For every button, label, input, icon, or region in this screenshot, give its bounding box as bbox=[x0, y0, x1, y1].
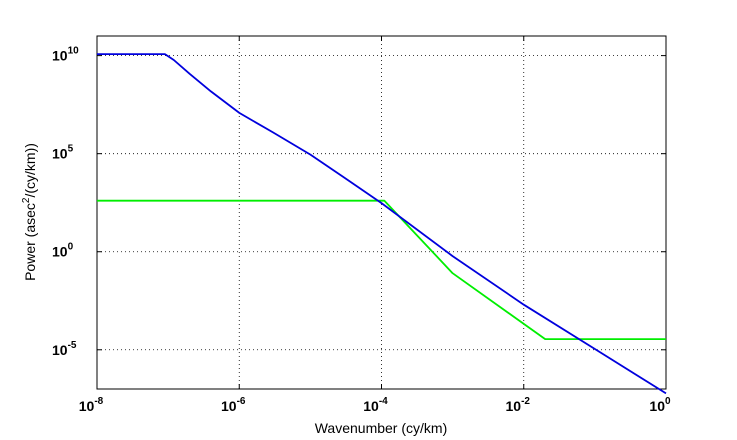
y-axis-label: Power (asec2/(cy/km)) bbox=[21, 143, 38, 281]
tick-marks bbox=[96, 36, 667, 389]
y-tick-label: 100 bbox=[52, 242, 74, 260]
tick-labels: 10-8 10-6 10-4 10-2 100 1010 105 100 10-5 bbox=[52, 46, 671, 414]
x-axis-label: Wavenumber (cy/km) bbox=[315, 420, 448, 436]
series-layer bbox=[97, 53, 667, 395]
x-tick-label: 10-2 bbox=[506, 396, 531, 414]
series-line bbox=[97, 199, 666, 341]
x-tick-label: 10-6 bbox=[221, 396, 246, 414]
y-tick-label: 105 bbox=[52, 144, 74, 162]
y-tick-label: 1010 bbox=[52, 46, 79, 64]
x-tick-label: 100 bbox=[649, 396, 671, 414]
x-tick-label: 10-8 bbox=[79, 396, 104, 414]
series-line bbox=[97, 53, 667, 395]
grid-lines bbox=[97, 36, 666, 389]
x-tick-label: 10-4 bbox=[363, 396, 388, 414]
y-tick-label: 10-5 bbox=[52, 340, 77, 358]
